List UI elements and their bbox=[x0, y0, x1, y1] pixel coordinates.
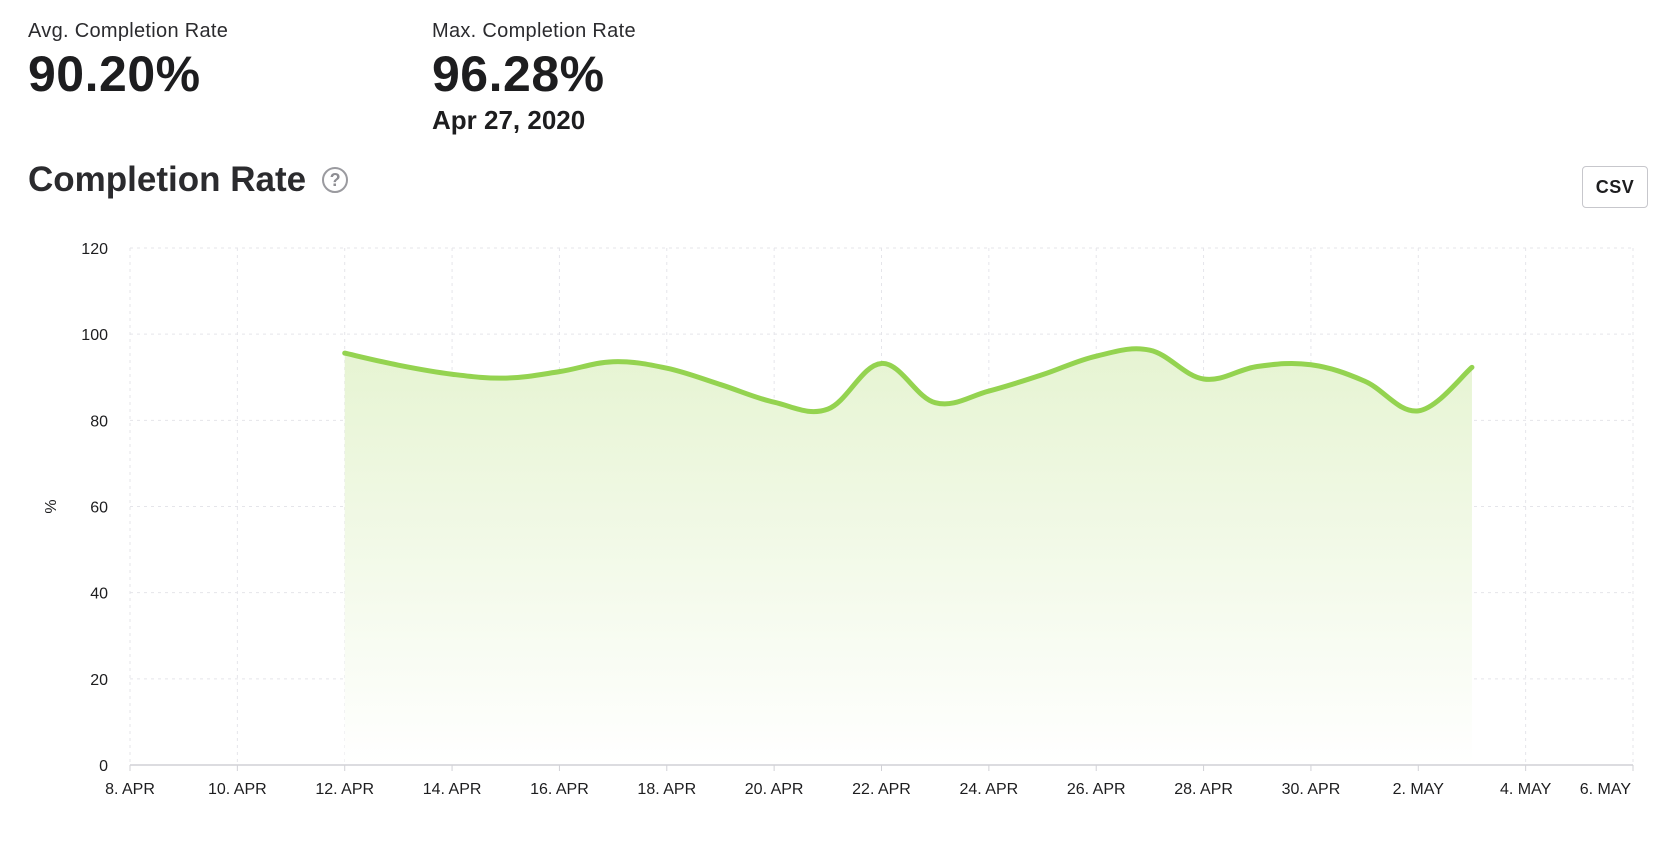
avg-completion-value: 90.20% bbox=[28, 46, 201, 102]
chart-labels: 0 20 40 60 80 100 120 8. APR 10. APR 12. APR 14. A… bbox=[43, 241, 1631, 798]
chart-line bbox=[342, 346, 1475, 415]
y-tick-label: 80 bbox=[90, 413, 108, 430]
data-point bbox=[1040, 372, 1045, 377]
data-point bbox=[1255, 364, 1260, 369]
y-tick-label: 60 bbox=[90, 500, 108, 517]
data-point bbox=[1201, 376, 1206, 381]
section-title: Completion Rate bbox=[28, 160, 307, 199]
data-point bbox=[396, 363, 401, 368]
y-axis-title: % bbox=[43, 499, 60, 513]
x-tick-label: 8. APR bbox=[105, 781, 155, 798]
data-point bbox=[772, 400, 777, 405]
data-point bbox=[611, 359, 616, 364]
question-circle-icon[interactable]: ? bbox=[322, 167, 349, 193]
max-completion-label: Max. Completion Rate bbox=[432, 20, 636, 42]
data-point bbox=[1416, 408, 1421, 413]
csv-export-button[interactable]: CSV bbox=[1582, 166, 1648, 208]
data-point bbox=[1469, 365, 1474, 370]
data-point bbox=[664, 366, 669, 371]
data-point bbox=[718, 382, 723, 387]
x-tick-label: 24. APR bbox=[960, 781, 1019, 798]
data-point bbox=[450, 372, 455, 377]
section-header: Completion Rate ? bbox=[28, 160, 349, 200]
x-tick-label: 18. APR bbox=[637, 781, 696, 798]
data-point bbox=[986, 389, 991, 394]
max-completion-value: 96.28% bbox=[432, 46, 605, 102]
x-tick-label: 12. APR bbox=[315, 781, 374, 798]
avg-completion-label: Avg. Completion Rate bbox=[28, 20, 229, 42]
x-tick-label: 28. APR bbox=[1174, 781, 1233, 798]
data-point bbox=[933, 400, 938, 405]
x-tick-label: 6. MAY bbox=[1580, 781, 1632, 798]
data-point bbox=[503, 376, 508, 381]
x-tick-label: 14. APR bbox=[423, 781, 482, 798]
data-point bbox=[1094, 354, 1099, 359]
data-point bbox=[1362, 379, 1367, 384]
x-tick-label: 4. MAY bbox=[1500, 781, 1552, 798]
avg-completion-stat: Avg. Completion Rate 90.20% bbox=[28, 20, 228, 99]
y-tick-label: 120 bbox=[81, 241, 108, 258]
x-tick-label: 22. APR bbox=[852, 781, 911, 798]
x-tick-label: 2. MAY bbox=[1393, 781, 1445, 798]
max-completion-stat: Max. Completion Rate 96.28% Apr 27, 2020 bbox=[432, 20, 636, 136]
y-tick-label: 20 bbox=[90, 672, 108, 689]
y-tick-label: 0 bbox=[99, 758, 108, 775]
x-tick-label: 16. APR bbox=[530, 781, 589, 798]
max-completion-date: Apr 27, 2020 bbox=[432, 105, 586, 135]
data-point bbox=[1308, 362, 1313, 367]
x-tick-label: 26. APR bbox=[1067, 781, 1126, 798]
y-tick-label: 40 bbox=[90, 586, 108, 603]
data-point bbox=[1147, 348, 1152, 353]
data-point bbox=[825, 407, 830, 412]
data-point bbox=[557, 369, 562, 374]
x-tick-label: 30. APR bbox=[1282, 781, 1341, 798]
data-point bbox=[342, 351, 347, 356]
chart-axes bbox=[129, 764, 1634, 771]
x-tick-label: 10. APR bbox=[208, 781, 267, 798]
y-tick-label: 100 bbox=[81, 327, 108, 344]
data-point bbox=[879, 361, 884, 366]
series-line bbox=[342, 346, 1475, 415]
x-tick-label: 20. APR bbox=[745, 781, 804, 798]
series-area bbox=[344, 348, 1472, 765]
chart-area bbox=[344, 348, 1472, 765]
